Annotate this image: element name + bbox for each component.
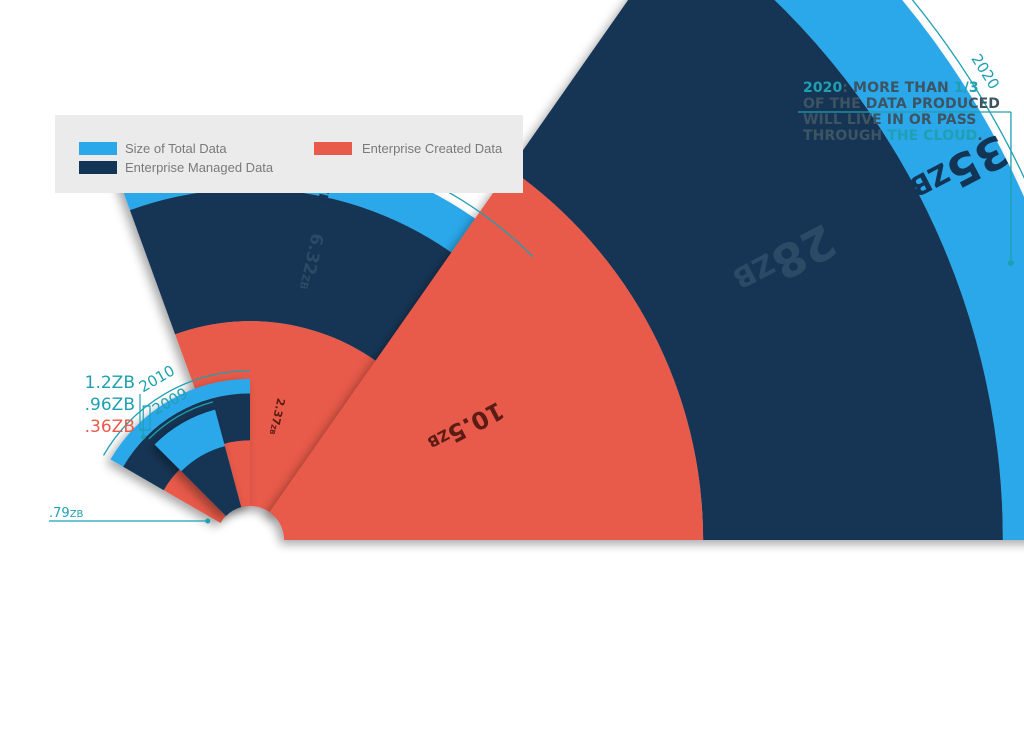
- callout-dot: [1007, 260, 1014, 267]
- legend: Size of Total Data Enterprise Managed Da…: [55, 115, 523, 193]
- callout-year: 2020: [803, 80, 843, 96]
- value-number-created-2015: 2.37: [269, 397, 288, 426]
- callout-text-b: OF THE DATA PRODUCED WILL LIVE IN OR PAS…: [803, 96, 1000, 144]
- value-2009-number: .79: [49, 506, 70, 521]
- value-2009-total: .79ZB: [49, 506, 83, 521]
- value-unit-managed-2015: ZB: [297, 273, 312, 291]
- year-arc-2010: [102, 370, 251, 456]
- year-arc-2009: [148, 401, 214, 440]
- bracket-2010-dot: [140, 434, 146, 440]
- legend-total-swatch: [79, 142, 117, 155]
- value-unit-created-2015: ZB: [268, 424, 278, 436]
- sector-2009: [154, 409, 242, 516]
- bar-total-2020: [774, 0, 1024, 540]
- legend-created-swatch: [314, 142, 352, 155]
- bar-managed-2020: [509, 0, 1003, 540]
- cloud-callout: 2020: MORE THAN 1/3 OF THE DATA PRODUCED…: [803, 80, 1023, 144]
- leader-2009-dot: [205, 518, 211, 524]
- value-2010-total: 1.2ZB: [84, 373, 135, 393]
- callout-fraction: 1/3: [953, 80, 979, 96]
- values-2010: 1.2ZB .96ZB .36ZB: [60, 372, 135, 438]
- value-2010-created: .36ZB: [84, 417, 135, 437]
- value-label-created-2015: 2.37ZB: [267, 397, 288, 436]
- legend-managed-label: Enterprise Managed Data: [125, 160, 274, 175]
- bar-total-2010: [110, 378, 250, 467]
- legend-created-label: Enterprise Created Data: [362, 141, 503, 156]
- callout-end: .: [977, 128, 983, 144]
- year-arc-2020: [911, 0, 1024, 180]
- callout-cloud: THE CLOUD: [887, 128, 978, 144]
- value-2009-unit: ZB: [69, 509, 84, 520]
- callout-text-a: : MORE THAN: [842, 80, 954, 96]
- legend-total-label: Size of Total Data: [125, 141, 227, 156]
- bar-managed-2009: [181, 446, 242, 516]
- bar-created-2020: [269, 168, 704, 540]
- legend-managed-swatch: [79, 161, 117, 174]
- value-2010-managed: .96ZB: [84, 395, 135, 415]
- bracket-2010: [139, 394, 151, 437]
- sector-2020: [269, 0, 1024, 540]
